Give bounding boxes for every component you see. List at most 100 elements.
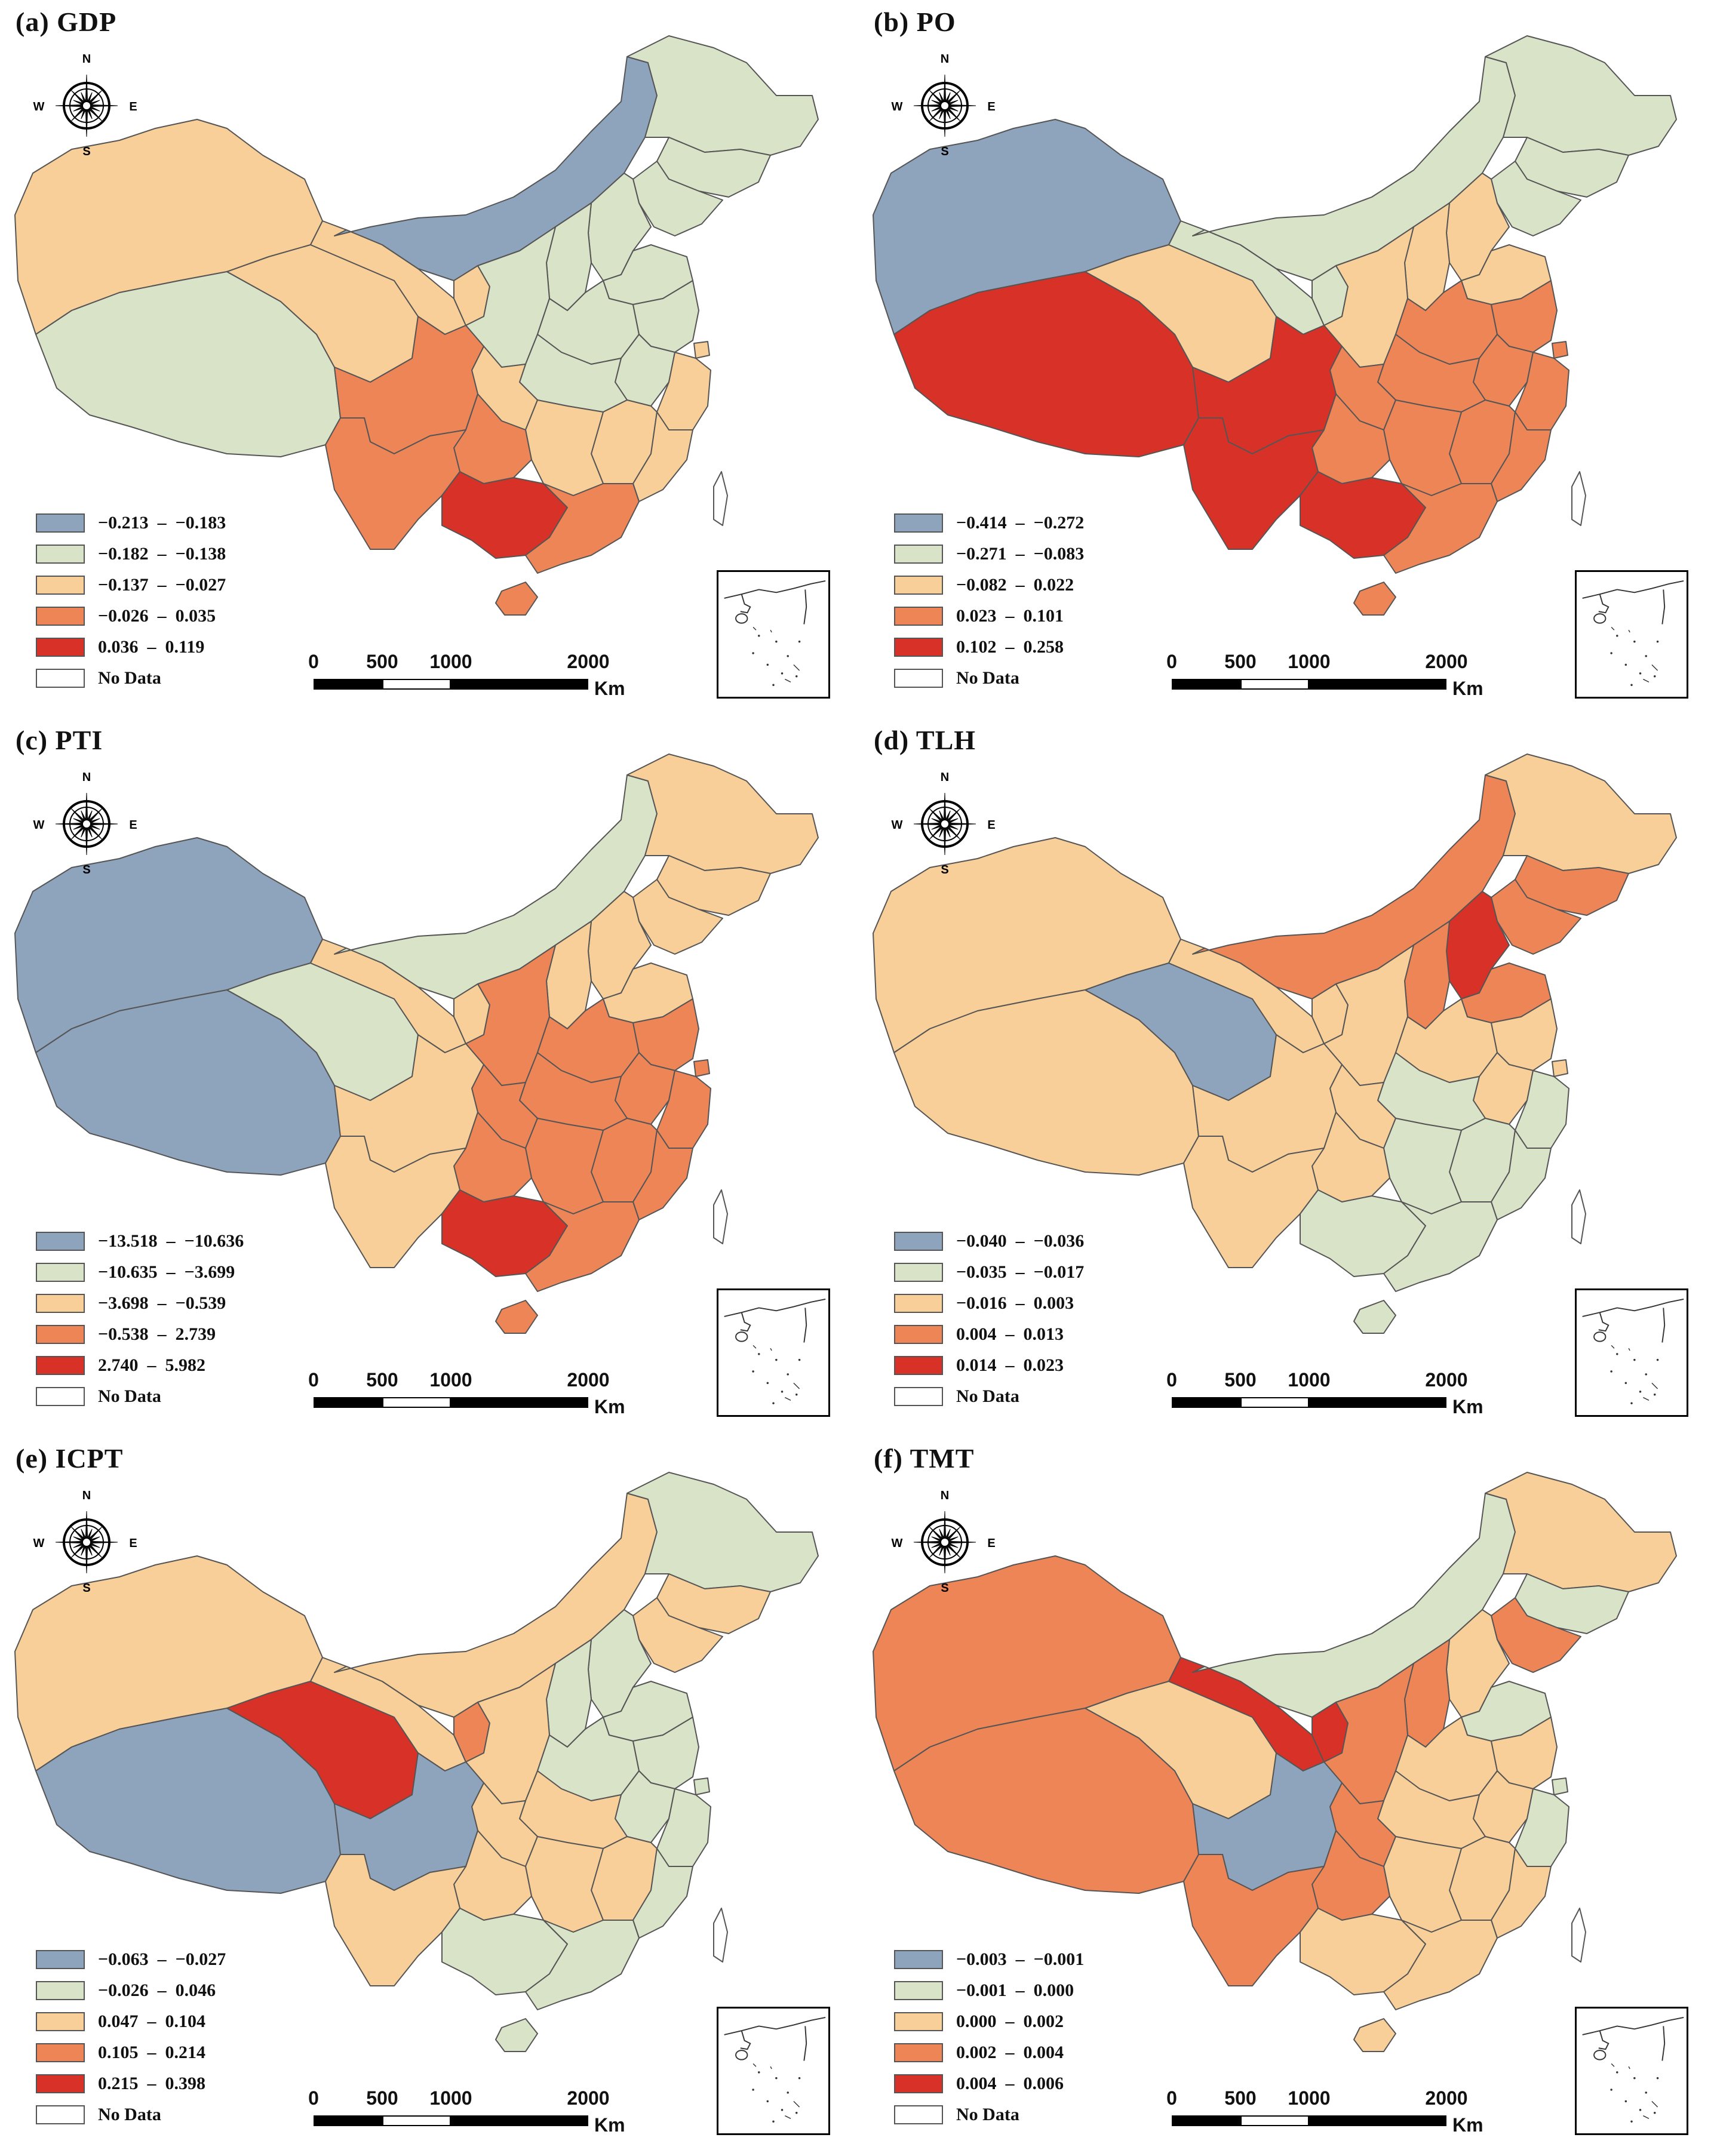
compass-e-label: E — [129, 819, 137, 832]
compass-w-label: W — [892, 819, 903, 832]
legend-swatch — [894, 576, 943, 595]
scale-tick-label: 1000 — [1288, 651, 1331, 672]
compass-n-label: N — [82, 771, 91, 784]
province-hlj — [1485, 35, 1677, 156]
province-gd — [525, 483, 640, 574]
scale-unit-label: Km — [594, 1396, 625, 1417]
legend-item: −13.518 – −10.636 — [36, 1226, 244, 1257]
province-hun — [525, 1118, 604, 1214]
province-fj — [632, 411, 693, 502]
scale-tick-label: 0 — [1166, 1369, 1177, 1391]
scale-tick-label: 500 — [366, 651, 398, 672]
legend-swatch — [894, 1981, 943, 2000]
compass-s-label: S — [941, 863, 948, 876]
legend-item: 0.014 – 0.023 — [894, 1350, 1084, 1381]
scale-bar-segment — [1172, 1397, 1240, 1408]
south-china-sea-inset — [1575, 1288, 1688, 1417]
province-fj — [1491, 1848, 1552, 1939]
legend: −0.213 – −0.183 −0.182 – −0.138 −0.137 – −… — [36, 508, 226, 694]
scale-tick-label: 1000 — [429, 1369, 472, 1391]
scale-bar-segment — [1172, 2115, 1240, 2126]
scale-unit-label: Km — [1452, 1396, 1483, 1417]
legend-item: 0.023 – 0.101 — [894, 601, 1084, 632]
scale-bar-segment — [451, 679, 588, 690]
scale-tick-label: 2000 — [1425, 1369, 1468, 1391]
legend-label: −0.003 – −0.001 — [956, 1949, 1085, 1969]
panel-title: (e) ICPT — [16, 1443, 124, 1474]
scale-tick-label: 2000 — [567, 1369, 610, 1391]
panel-title: (c) PTI — [16, 725, 103, 755]
province-hlj — [626, 35, 819, 156]
compass-e-label: E — [987, 1537, 995, 1550]
legend-label: No Data — [98, 2105, 161, 2124]
legend-item: 0.000 – 0.002 — [894, 2006, 1084, 2037]
province-hi — [495, 1300, 538, 1334]
legend-item: −0.414 – −0.272 — [894, 508, 1084, 539]
legend-label: 0.023 – 0.101 — [956, 606, 1064, 626]
choropleth-map — [14, 35, 819, 616]
legend-label: 0.000 – 0.002 — [956, 2012, 1064, 2031]
legend-swatch — [894, 1294, 943, 1313]
scale-tick-label: 1000 — [429, 2087, 472, 2109]
province-tw — [1571, 1908, 1586, 1963]
legend-label: 0.004 – 0.006 — [956, 2074, 1064, 2093]
legend-item: No Data — [36, 1381, 244, 1412]
legend-label: −0.271 – −0.083 — [956, 544, 1085, 564]
legend-swatch — [894, 1325, 943, 1344]
legend-label: −10.635 – −3.699 — [98, 1262, 235, 1282]
province-sh — [693, 1777, 710, 1795]
scale-bar-segment — [1172, 679, 1240, 690]
choropleth-map — [873, 753, 1677, 1334]
legend-item: −0.213 – −0.183 — [36, 508, 226, 539]
legend-item: 0.002 – 0.004 — [894, 2037, 1084, 2068]
scale-bar-segment — [1240, 679, 1309, 690]
compass-rose-icon: N S E W — [892, 1489, 996, 1595]
compass-rose-icon: N S E W — [892, 771, 996, 876]
scale-bar-segment — [314, 679, 382, 690]
legend-swatch — [36, 545, 85, 564]
legend-swatch — [36, 1950, 85, 1969]
legend-label: No Data — [956, 1386, 1019, 1406]
scale-tick-label: 500 — [1224, 651, 1257, 672]
legend-item: −0.026 – 0.035 — [36, 601, 226, 632]
legend-item: −0.026 – 0.046 — [36, 1975, 226, 2006]
legend-swatch — [36, 1981, 85, 2000]
legend-swatch — [36, 638, 85, 657]
province-hlj — [1485, 1472, 1677, 1592]
legend-swatch — [36, 1387, 85, 1406]
legend-item: −0.271 – −0.083 — [894, 539, 1084, 570]
province-sh — [1552, 1777, 1568, 1795]
compass-s-label: S — [82, 1582, 90, 1595]
province-sh — [1552, 1059, 1568, 1077]
province-gd — [1383, 1920, 1498, 2010]
province-hlj — [626, 753, 819, 874]
legend-label: −0.040 – −0.036 — [956, 1231, 1085, 1251]
legend-label: 0.105 – 0.214 — [98, 2043, 205, 2062]
legend-item: −0.137 – −0.027 — [36, 570, 226, 601]
legend: −0.414 – −0.272 −0.271 – −0.083 −0.082 – 0… — [894, 508, 1084, 694]
legend-label: −0.182 – −0.138 — [98, 544, 226, 564]
legend-label: −0.213 – −0.183 — [98, 513, 226, 533]
choropleth-map — [14, 753, 819, 1334]
legend-label: 2.740 – 5.982 — [98, 1355, 205, 1375]
scale-tick-label: 500 — [366, 1369, 398, 1391]
scale-bar: 0 500 1000 2000 Km — [1166, 2087, 1483, 2144]
legend-swatch — [894, 2012, 943, 2031]
scale-unit-label: Km — [594, 678, 625, 699]
scale-bar-segment — [451, 1397, 588, 1408]
province-fj — [632, 1130, 693, 1220]
province-gd — [1383, 1201, 1498, 1292]
scale-unit-label: Km — [594, 2114, 625, 2136]
legend-item: No Data — [36, 2099, 226, 2130]
scale-bar: 0 500 1000 2000 Km — [308, 1369, 625, 1426]
province-hlj — [1485, 753, 1677, 874]
compass-n-label: N — [941, 771, 949, 784]
south-china-sea-inset — [717, 2007, 830, 2135]
compass-w-label: W — [33, 1537, 45, 1550]
scale-bar-segment — [1309, 2115, 1446, 2126]
compass-e-label: E — [129, 100, 137, 113]
legend-label: −0.063 – −0.027 — [98, 1949, 226, 1969]
province-hun — [525, 399, 604, 496]
legend-item: No Data — [894, 2099, 1084, 2130]
scale-tick-label: 500 — [366, 2087, 398, 2109]
